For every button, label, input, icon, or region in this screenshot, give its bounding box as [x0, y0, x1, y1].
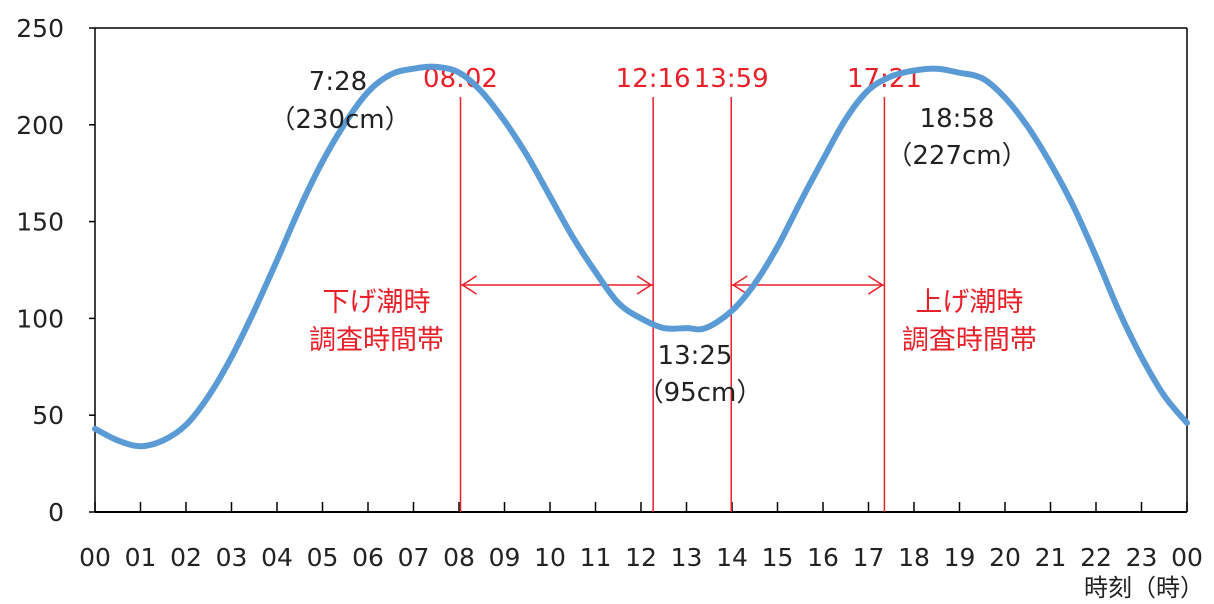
x-tick-label: 20: [989, 543, 1021, 572]
low-tide-time: 13:25: [658, 341, 733, 371]
period-arrow-head-left: [461, 275, 477, 295]
y-tick-label: 100: [16, 304, 64, 333]
high-tide-1-level: （230cm）: [269, 105, 410, 135]
high-tide-2-level: （227cm）: [886, 141, 1027, 171]
x-tick-label: 13: [671, 543, 703, 572]
x-axis-label: 時刻（時）: [1084, 574, 1204, 602]
x-tick-label: 11: [580, 543, 612, 572]
x-tick-label: 17: [853, 543, 885, 572]
y-tick-label: 200: [16, 111, 64, 140]
x-tick-label: 02: [170, 543, 202, 572]
period-label-line1: 上げ潮時: [915, 287, 1023, 318]
x-tick-label: 00: [79, 543, 111, 572]
period-label-line1: 下げ潮時: [323, 287, 431, 318]
high-tide-1-time: 7:28: [309, 67, 367, 97]
annotations: 7:28 （230cm） 13:25 （95cm） 18:58 （227cm）: [269, 67, 1027, 408]
period-arrow-head-right: [636, 275, 653, 295]
high-tide-2-time: 18:58: [920, 104, 995, 134]
time-marker-label: 13:59: [694, 64, 769, 94]
low-tide-level: （95cm）: [638, 378, 763, 408]
x-tick-label: 18: [898, 543, 930, 572]
x-tick-label: 09: [489, 543, 521, 572]
period-label-line2: 調査時間帯: [309, 325, 444, 356]
x-tick-label: 04: [261, 543, 293, 572]
x-tick-label: 06: [352, 543, 384, 572]
period-arrow-head-left: [731, 275, 748, 295]
y-axis: 0 50 100 150 200 250: [16, 14, 1188, 527]
y-tick-label: 0: [48, 498, 64, 527]
x-tick-label: 05: [307, 543, 339, 572]
x-tick-label: 21: [1035, 543, 1067, 572]
x-tick-label: 08: [443, 543, 475, 572]
y-tick-label: 250: [16, 14, 64, 43]
period-label-line2: 調査時間帯: [902, 325, 1037, 356]
x-tick-label: 15: [762, 543, 794, 572]
time-marker-label: 12:16: [616, 64, 691, 94]
x-tick-label: 00: [1171, 543, 1203, 572]
x-tick-label: 23: [1126, 543, 1158, 572]
x-tick-label: 01: [125, 543, 157, 572]
x-tick-label: 16: [807, 543, 839, 572]
x-tick-label: 10: [534, 543, 566, 572]
period-arrow-head-right: [868, 275, 884, 295]
x-tick-label: 19: [944, 543, 976, 572]
x-tick-label: 07: [398, 543, 430, 572]
tide-curve: [92, 63, 1190, 450]
tide-series: [92, 63, 1190, 450]
x-tick-label: 14: [716, 543, 748, 572]
x-axis: 00 01 02 03 04 05 06 07 08 09 10 11 12 13 14 15 16 17 18 19…: [79, 502, 1203, 572]
x-tick-label: 22: [1080, 543, 1112, 572]
y-tick-label: 150: [16, 208, 64, 237]
x-tick-label: 03: [216, 543, 248, 572]
x-tick-label: 12: [625, 543, 657, 572]
y-tick-label: 50: [32, 401, 64, 430]
